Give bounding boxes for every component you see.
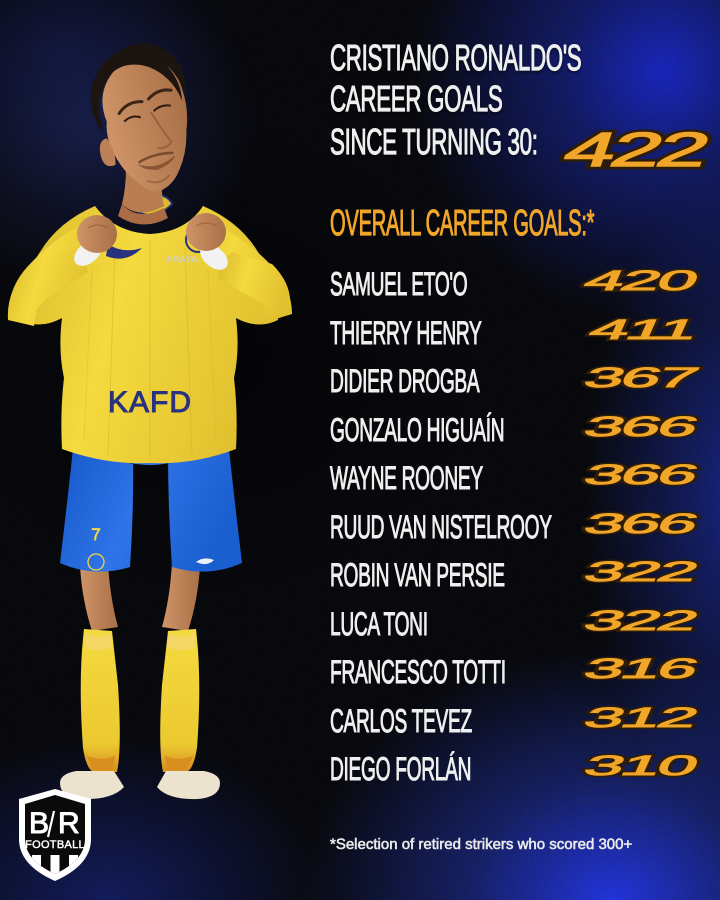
- svg-text:FOOTBALL: FOOTBALL: [25, 839, 85, 851]
- svg-text:B: B: [29, 807, 49, 840]
- svg-text:KAFD: KAFD: [108, 386, 192, 419]
- svg-text:R: R: [58, 807, 80, 840]
- svg-text:7: 7: [91, 525, 100, 544]
- svg-text:ARAYA: ARAYA: [165, 254, 198, 264]
